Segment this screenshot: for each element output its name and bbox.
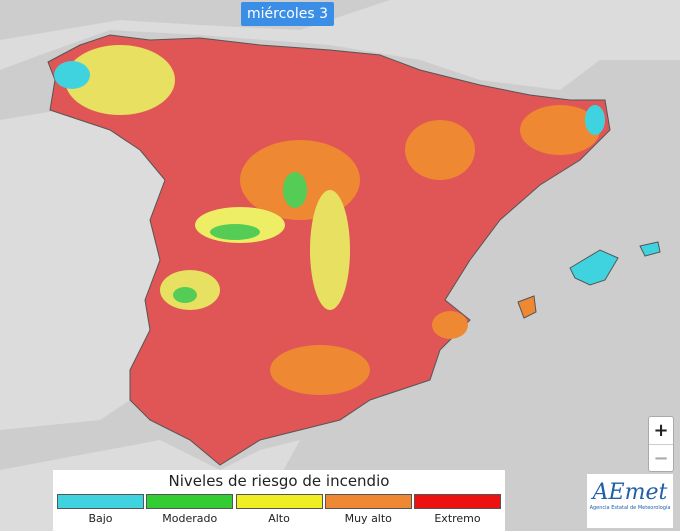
risk-patch	[173, 287, 197, 303]
risk-patch	[310, 190, 350, 310]
risk-patch	[54, 61, 90, 89]
legend-swatch	[235, 494, 323, 509]
legend-title: Niveles de riesgo de incendio	[168, 472, 390, 490]
legend-swatch	[57, 494, 144, 509]
zoom-in[interactable]: +	[649, 417, 673, 445]
land-north	[0, 0, 680, 90]
ibiza	[517, 295, 537, 319]
risk-patch	[65, 45, 175, 115]
legend-item: Alto	[235, 494, 323, 525]
legend-item: Bajo	[57, 494, 144, 525]
risk-patch	[270, 345, 370, 395]
mallorca	[569, 249, 619, 286]
portugal	[0, 110, 165, 430]
legend-item: Moderado	[146, 494, 234, 525]
menorca	[639, 241, 661, 257]
zoom-out[interactable]: −	[653, 448, 669, 469]
legend-item: Muy alto	[324, 494, 412, 525]
legend-swatch	[146, 494, 234, 509]
risk-patch	[283, 172, 307, 208]
legend-label: Extremo	[434, 512, 481, 525]
day-label[interactable]: miércoles 3	[241, 2, 334, 26]
logo: AEmet Agencia Estatal de Meteorología	[587, 474, 673, 528]
legend: Niveles de riesgo de incendio Bajo Modera…	[53, 470, 505, 531]
risk-patch	[432, 311, 468, 339]
legend-items: Bajo Moderado Alto Muy alto Extremo	[53, 490, 505, 525]
risk-patch	[520, 105, 600, 155]
legend-label: Alto	[268, 512, 290, 525]
legend-swatch	[324, 494, 412, 509]
legend-label: Bajo	[88, 512, 113, 525]
legend-swatch	[414, 494, 501, 509]
risk-patch	[210, 224, 260, 240]
risk-patch	[585, 105, 605, 135]
logo-name: AEmet	[592, 480, 668, 505]
logo-subtitle: Agencia Estatal de Meteorología	[589, 505, 671, 511]
legend-item: Extremo	[414, 494, 501, 525]
legend-label: Moderado	[162, 512, 218, 525]
risk-patch	[405, 120, 475, 180]
zoom-control: + −	[648, 416, 674, 472]
legend-label: Muy alto	[344, 512, 392, 525]
